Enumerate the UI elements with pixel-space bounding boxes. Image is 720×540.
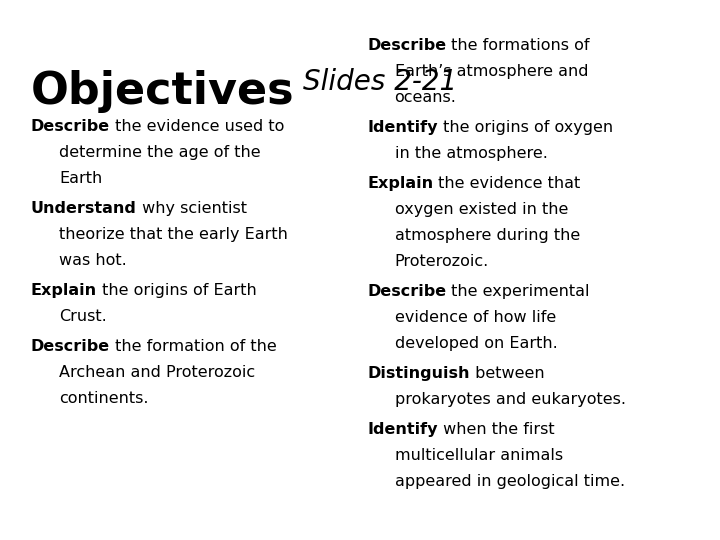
Text: the origins of oxygen: the origins of oxygen [438, 120, 613, 135]
Text: the formation of the: the formation of the [110, 339, 276, 354]
Text: developed on Earth.: developed on Earth. [395, 336, 557, 351]
Text: Explain: Explain [31, 283, 97, 298]
Text: oceans.: oceans. [395, 90, 456, 105]
Text: evidence of how life: evidence of how life [395, 310, 556, 325]
Text: multicellular animals: multicellular animals [395, 448, 563, 463]
Text: Describe: Describe [31, 339, 110, 354]
Text: theorize that the early Earth: theorize that the early Earth [59, 227, 288, 242]
Text: when the first: when the first [438, 422, 554, 437]
Text: the formations of: the formations of [446, 38, 590, 53]
Text: Explain: Explain [367, 176, 433, 191]
Text: appeared in geological time.: appeared in geological time. [395, 474, 625, 489]
Text: Slides 2-21: Slides 2-21 [303, 68, 457, 96]
Text: Describe: Describe [31, 119, 110, 134]
Text: between: between [469, 366, 544, 381]
Text: Describe: Describe [367, 38, 446, 53]
Text: prokaryotes and eukaryotes.: prokaryotes and eukaryotes. [395, 392, 626, 407]
Text: the origins of Earth: the origins of Earth [97, 283, 257, 298]
Text: Crust.: Crust. [59, 309, 107, 324]
Text: Identify: Identify [367, 120, 438, 135]
Text: Earth: Earth [59, 171, 102, 186]
Text: Identify: Identify [367, 422, 438, 437]
Text: Describe: Describe [367, 284, 446, 299]
Text: was hot.: was hot. [59, 253, 127, 268]
Text: the experimental: the experimental [446, 284, 590, 299]
Text: Earth’s atmosphere and: Earth’s atmosphere and [395, 64, 588, 79]
Text: atmosphere during the: atmosphere during the [395, 228, 580, 243]
Text: determine the age of the: determine the age of the [59, 145, 261, 160]
Text: Archean and Proterozoic: Archean and Proterozoic [59, 365, 255, 380]
Text: Objectives: Objectives [31, 70, 294, 113]
Text: Distinguish: Distinguish [367, 366, 469, 381]
Text: why scientist: why scientist [137, 201, 247, 216]
Text: Understand: Understand [31, 201, 137, 216]
Text: Proterozoic.: Proterozoic. [395, 254, 489, 269]
Text: oxygen existed in the: oxygen existed in the [395, 202, 568, 217]
Text: in the atmosphere.: in the atmosphere. [395, 146, 547, 161]
Text: the evidence that: the evidence that [433, 176, 580, 191]
Text: the evidence used to: the evidence used to [110, 119, 284, 134]
Text: continents.: continents. [59, 391, 148, 406]
